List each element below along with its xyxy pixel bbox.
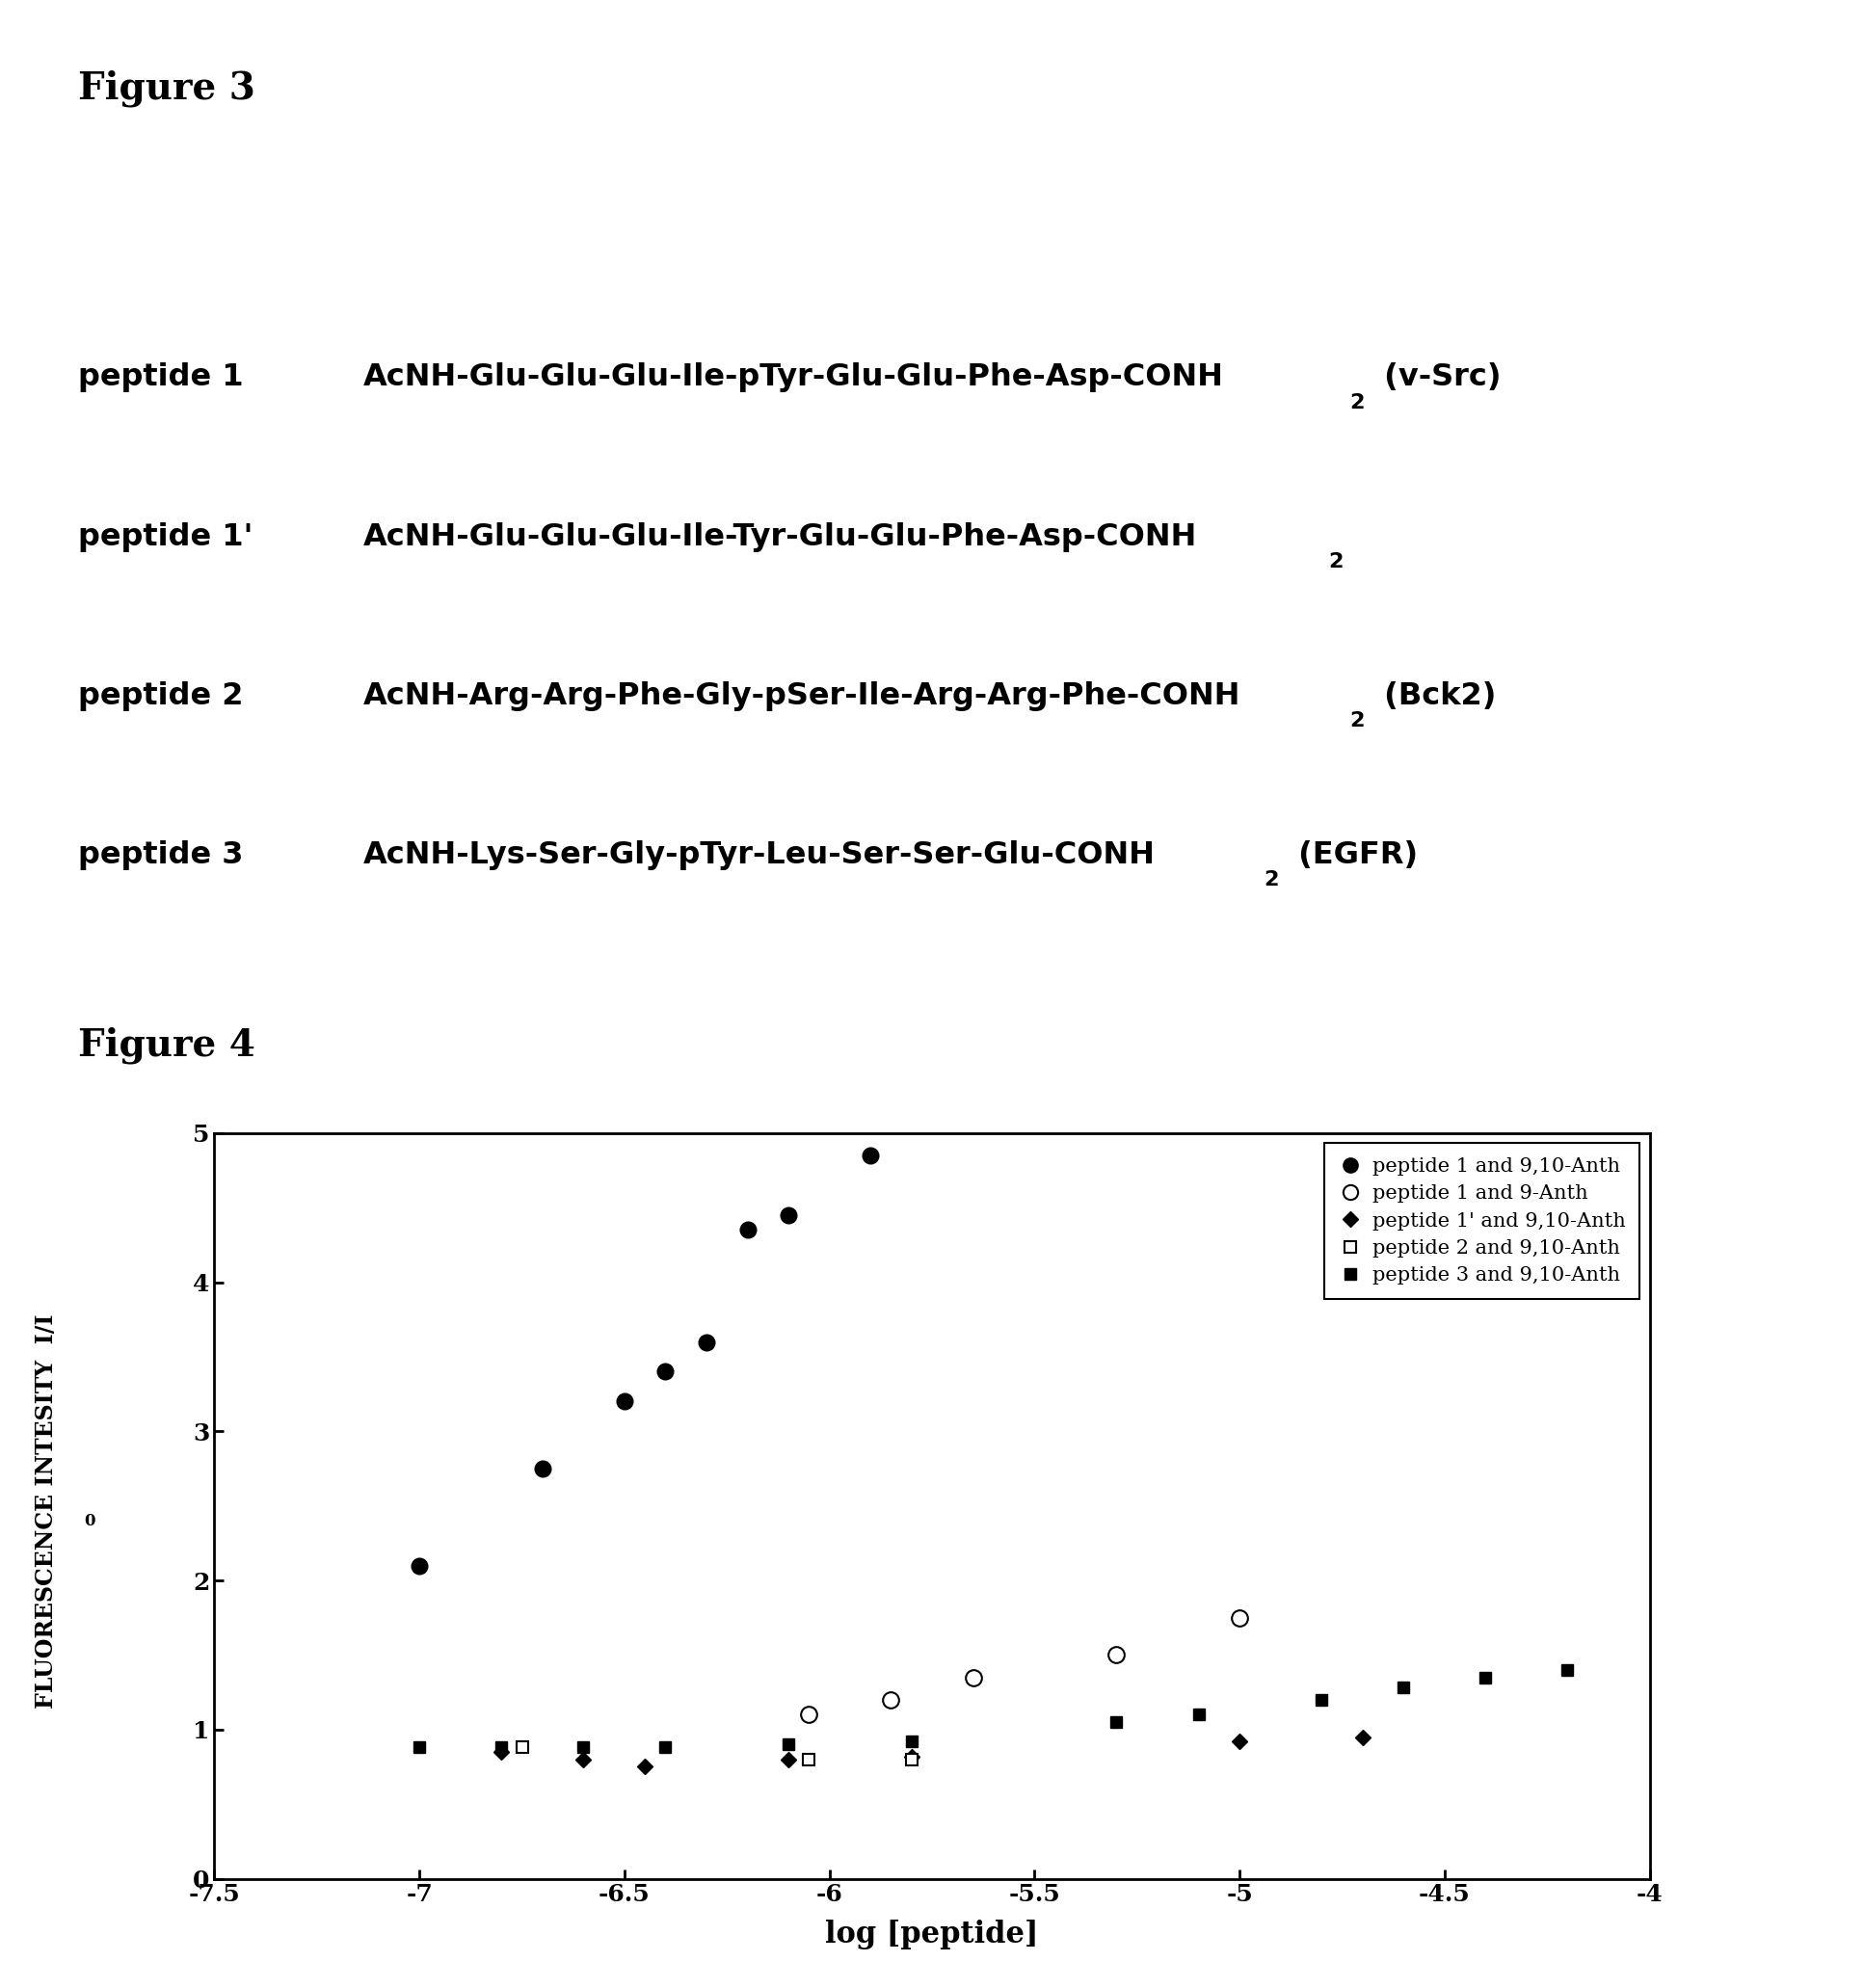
- Text: 2: 2: [1350, 394, 1364, 412]
- peptide 1' and 9,10-Anth: [777, 1747, 800, 1771]
- peptide 1 and 9-Anth: [1228, 1606, 1251, 1630]
- peptide 3 and 9,10-Anth: [1556, 1658, 1579, 1682]
- Text: (Bck2): (Bck2): [1374, 680, 1497, 712]
- peptide 1 and 9-Anth: [962, 1666, 984, 1690]
- peptide 1 and 9,10-Anth: [777, 1203, 800, 1227]
- peptide 1 and 9,10-Anth: [531, 1457, 554, 1481]
- peptide 2 and 9,10-Anth: [798, 1747, 820, 1771]
- Text: peptide 1: peptide 1: [78, 362, 244, 394]
- peptide 1' and 9,10-Anth: [572, 1747, 595, 1771]
- peptide 1' and 9,10-Anth: [1228, 1730, 1251, 1753]
- Legend: peptide 1 and 9,10-Anth, peptide 1 and 9-Anth, peptide 1' and 9,10-Anth, peptide: peptide 1 and 9,10-Anth, peptide 1 and 9…: [1323, 1143, 1640, 1298]
- peptide 1 and 9,10-Anth: [859, 1143, 882, 1167]
- peptide 3 and 9,10-Anth: [408, 1736, 431, 1759]
- peptide 3 and 9,10-Anth: [654, 1736, 677, 1759]
- peptide 1 and 9,10-Anth: [736, 1219, 759, 1242]
- Text: (v-Src): (v-Src): [1374, 362, 1502, 394]
- Line: peptide 3 and 9,10-Anth: peptide 3 and 9,10-Anth: [414, 1664, 1573, 1753]
- peptide 1' and 9,10-Anth: [1351, 1726, 1374, 1749]
- peptide 3 and 9,10-Anth: [490, 1736, 513, 1759]
- peptide 2 and 9,10-Anth: [511, 1736, 533, 1759]
- peptide 1 and 9,10-Anth: [613, 1390, 636, 1413]
- Text: Figure 3: Figure 3: [78, 70, 255, 107]
- peptide 1 and 9-Anth: [880, 1688, 902, 1712]
- peptide 1 and 9,10-Anth: [695, 1330, 718, 1354]
- peptide 3 and 9,10-Anth: [1310, 1688, 1333, 1712]
- peptide 1' and 9,10-Anth: [634, 1755, 656, 1779]
- peptide 3 and 9,10-Anth: [1105, 1710, 1128, 1734]
- Text: Figure 4: Figure 4: [78, 1028, 255, 1064]
- Text: AcNH-Lys-Ser-Gly-pTyr-Leu-Ser-Ser-Glu-CONH: AcNH-Lys-Ser-Gly-pTyr-Leu-Ser-Ser-Glu-CO…: [363, 839, 1156, 871]
- peptide 3 and 9,10-Anth: [900, 1730, 923, 1753]
- Text: 0: 0: [84, 1513, 95, 1529]
- Text: 2: 2: [1350, 712, 1364, 730]
- peptide 3 and 9,10-Anth: [1392, 1676, 1415, 1700]
- peptide 2 and 9,10-Anth: [900, 1747, 923, 1771]
- peptide 1 and 9-Anth: [798, 1702, 820, 1726]
- peptide 1 and 9,10-Anth: [408, 1555, 431, 1578]
- Text: 2: 2: [1264, 871, 1279, 889]
- peptide 1 and 9,10-Anth: [654, 1360, 677, 1384]
- Text: (EGFR): (EGFR): [1288, 839, 1419, 871]
- Text: AcNH-Arg-Arg-Phe-Gly-pSer-Ile-Arg-Arg-Phe-CONH: AcNH-Arg-Arg-Phe-Gly-pSer-Ile-Arg-Arg-Ph…: [363, 680, 1241, 712]
- Text: 2: 2: [1327, 553, 1344, 571]
- Line: peptide 2 and 9,10-Anth: peptide 2 and 9,10-Anth: [516, 1741, 917, 1765]
- peptide 1' and 9,10-Anth: [490, 1740, 513, 1763]
- Text: AcNH-Glu-Glu-Glu-Ile-pTyr-Glu-Glu-Phe-Asp-CONH: AcNH-Glu-Glu-Glu-Ile-pTyr-Glu-Glu-Phe-As…: [363, 362, 1225, 394]
- peptide 3 and 9,10-Anth: [1474, 1666, 1497, 1690]
- peptide 3 and 9,10-Anth: [777, 1732, 800, 1757]
- peptide 3 and 9,10-Anth: [1187, 1702, 1210, 1726]
- Line: peptide 1 and 9-Anth: peptide 1 and 9-Anth: [802, 1610, 1247, 1724]
- peptide 1 and 9-Anth: [1105, 1642, 1128, 1666]
- X-axis label: log [peptide]: log [peptide]: [826, 1920, 1038, 1950]
- Text: peptide 2: peptide 2: [78, 680, 244, 712]
- Line: peptide 1 and 9,10-Anth: peptide 1 and 9,10-Anth: [412, 1147, 878, 1574]
- Text: AcNH-Glu-Glu-Glu-Ile-Tyr-Glu-Glu-Phe-Asp-CONH: AcNH-Glu-Glu-Glu-Ile-Tyr-Glu-Glu-Phe-Asp…: [363, 521, 1197, 553]
- Text: peptide 1': peptide 1': [78, 521, 254, 553]
- Text: peptide 3: peptide 3: [78, 839, 244, 871]
- peptide 1' and 9,10-Anth: [900, 1745, 923, 1769]
- Text: FLUORESCENCE INTESITY  I/I: FLUORESCENCE INTESITY I/I: [35, 1314, 58, 1708]
- peptide 3 and 9,10-Anth: [572, 1736, 595, 1759]
- Line: peptide 1' and 9,10-Anth: peptide 1' and 9,10-Anth: [496, 1732, 1368, 1771]
